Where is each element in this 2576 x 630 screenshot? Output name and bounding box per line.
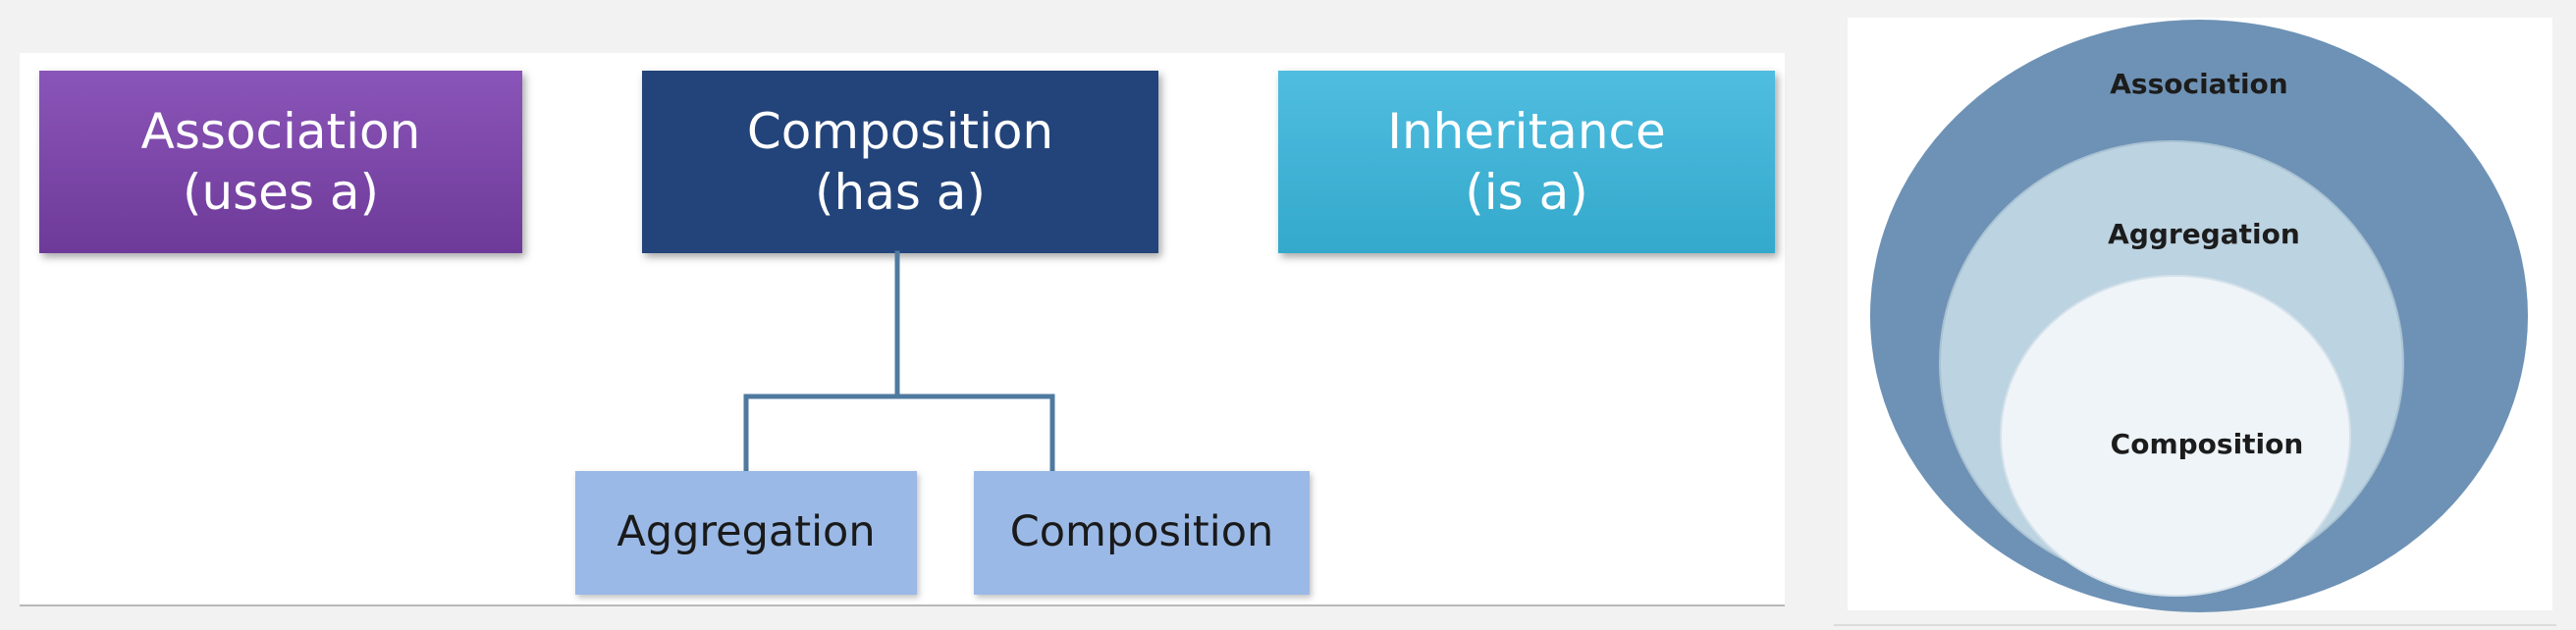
composition-child-label: Composition — [1009, 507, 1274, 557]
association-subtitle: (uses a) — [182, 164, 380, 221]
nested-panel-rule — [1834, 624, 2556, 626]
composition-child-box: Composition — [974, 471, 1310, 595]
inheritance-title: Inheritance — [1387, 102, 1666, 160]
aggregation-ellipse-label: Aggregation — [2108, 218, 2300, 250]
association-ellipse-label: Association — [2110, 68, 2287, 100]
inheritance-box: Inheritance (is a) — [1278, 71, 1775, 253]
inheritance-subtitle: (is a) — [1465, 164, 1588, 221]
composition-box: Composition (has a) — [642, 71, 1158, 253]
composition-ellipse-label: Composition — [2111, 428, 2304, 460]
panel-divider — [20, 604, 1785, 606]
composition-title: Composition — [746, 102, 1054, 160]
composition-subtitle: (has a) — [815, 164, 986, 221]
aggregation-child-box: Aggregation — [575, 471, 917, 595]
composition-ellipse — [2000, 275, 2351, 597]
association-box: Association (uses a) — [39, 71, 522, 253]
aggregation-child-label: Aggregation — [617, 507, 876, 557]
association-title: Association — [140, 102, 421, 160]
